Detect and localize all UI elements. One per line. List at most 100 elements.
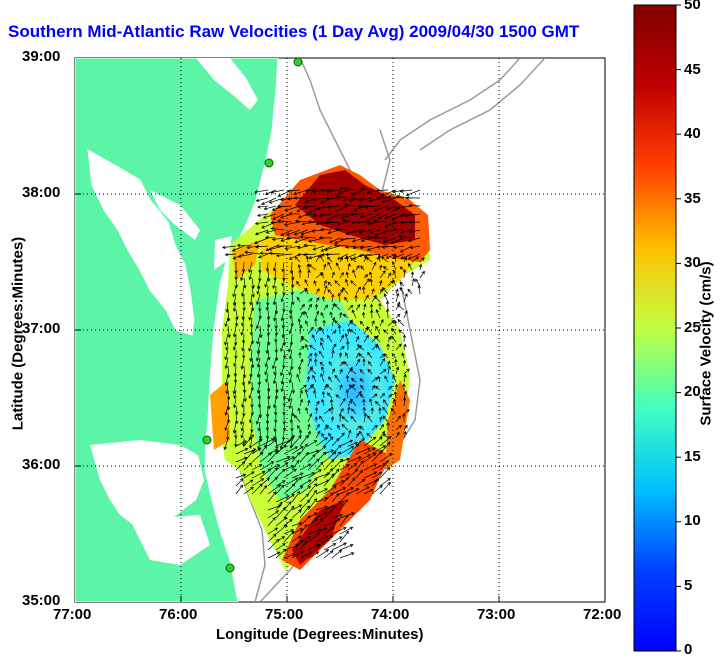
velocity-arrow <box>315 297 320 303</box>
velocity-arrow <box>339 407 344 415</box>
velocity-arrow <box>265 261 270 272</box>
velocity-arrow <box>347 406 351 415</box>
velocity-arrow <box>379 430 386 439</box>
velocity-arrow <box>267 551 281 559</box>
colorbar-tick-label: 35 <box>684 190 701 207</box>
velocity-arrow <box>345 245 357 249</box>
velocity-arrow <box>403 293 408 303</box>
velocity-arrow <box>256 357 261 368</box>
velocity-arrow <box>360 265 365 271</box>
velocity-arrow <box>275 501 283 511</box>
velocity-arrow <box>308 264 317 271</box>
velocity-arrow <box>270 226 285 231</box>
velocity-arrow <box>400 229 413 234</box>
velocity-arrow <box>280 229 293 236</box>
velocity-arrow <box>366 433 373 439</box>
velocity-arrow <box>371 425 378 431</box>
velocity-arrow <box>307 423 311 431</box>
velocity-arrows <box>221 186 425 559</box>
velocity-arrow <box>349 212 365 217</box>
velocity-arrow <box>369 309 374 319</box>
velocity-arrow <box>323 505 336 511</box>
velocity-arrow <box>262 213 277 219</box>
velocity-arrow <box>326 256 333 263</box>
velocity-arrow <box>382 406 389 415</box>
velocity-arrow <box>224 333 229 346</box>
colorbar-tick-label: 5 <box>684 577 693 594</box>
velocity-arrow <box>235 473 247 479</box>
velocity-arrow <box>267 477 278 487</box>
velocity-arrow <box>297 318 301 327</box>
velocity-arrow <box>363 452 377 463</box>
velocity-arrow <box>359 369 365 375</box>
velocity-arrow <box>339 361 345 367</box>
velocity-arrow <box>349 320 357 327</box>
colorbar-tick-label: 40 <box>684 125 701 142</box>
velocity-arrow <box>294 219 309 223</box>
velocity-arrow <box>265 301 270 311</box>
velocity-arrow <box>355 469 363 479</box>
velocity-arrow <box>331 330 337 335</box>
velocity-arrow <box>251 464 263 471</box>
velocity-arrow <box>294 256 301 263</box>
velocity-arrow <box>360 187 373 191</box>
velocity-arrow <box>355 454 371 463</box>
velocity-arrow <box>325 383 333 391</box>
velocity-arrow <box>399 245 413 253</box>
velocity-arrow <box>225 341 229 351</box>
velocity-arrow <box>275 548 287 559</box>
y-tick-label: 39:00 <box>22 48 61 65</box>
velocity-arrow <box>291 490 301 503</box>
velocity-arrow <box>352 253 365 260</box>
velocity-arrow <box>409 229 421 234</box>
velocity-arrow <box>312 213 325 218</box>
velocity-arrow <box>402 359 407 367</box>
velocity-arrow <box>347 441 359 447</box>
velocity-arrow <box>371 288 375 295</box>
velocity-arrow <box>339 530 349 543</box>
velocity-arrow <box>291 521 303 527</box>
velocity-arrow <box>384 213 397 219</box>
velocity-arrow <box>371 261 377 271</box>
velocity-arrow <box>291 435 302 447</box>
velocity-arrow <box>275 253 293 258</box>
velocity-arrow <box>299 389 303 399</box>
velocity-arrow <box>297 407 301 415</box>
velocity-arrow <box>235 440 248 447</box>
velocity-arrow <box>387 365 391 375</box>
velocity-arrow <box>347 328 351 335</box>
velocity-arrow <box>359 378 365 383</box>
colorbar-tick-label: 45 <box>684 61 701 78</box>
velocity-arrow <box>341 423 349 431</box>
velocity-arrow <box>371 436 383 447</box>
velocity-arrow <box>379 453 393 463</box>
velocity-arrow <box>375 344 381 351</box>
velocity-arrow <box>339 499 348 511</box>
velocity-arrow <box>296 252 309 257</box>
y-tick-label: 38:00 <box>22 184 61 201</box>
velocity-arrow <box>334 280 341 287</box>
velocity-arrow <box>325 424 333 431</box>
velocity-arrow <box>393 320 398 327</box>
velocity-arrow <box>371 471 383 479</box>
velocity-arrow <box>318 350 325 359</box>
velocity-arrow <box>327 281 333 287</box>
velocity-arrow <box>382 237 397 243</box>
velocity-arrow <box>333 213 349 218</box>
velocity-arrow <box>282 389 287 400</box>
velocity-arrow <box>349 368 357 375</box>
velocity-arrow <box>283 434 295 447</box>
velocity-arrow <box>331 458 344 471</box>
velocity-arrow <box>263 205 277 211</box>
velocity-arrow <box>363 489 374 495</box>
velocity-arrow <box>305 343 309 351</box>
velocity-arrow <box>232 421 237 434</box>
velocity-arrow <box>248 389 253 399</box>
velocity-arrow <box>275 244 292 248</box>
velocity-arrow <box>331 513 344 519</box>
velocity-arrow <box>264 277 269 288</box>
velocity-arrow <box>289 437 293 449</box>
velocity-arrow <box>417 284 421 295</box>
velocity-arrow <box>403 373 407 383</box>
velocity-arrow <box>347 468 359 479</box>
